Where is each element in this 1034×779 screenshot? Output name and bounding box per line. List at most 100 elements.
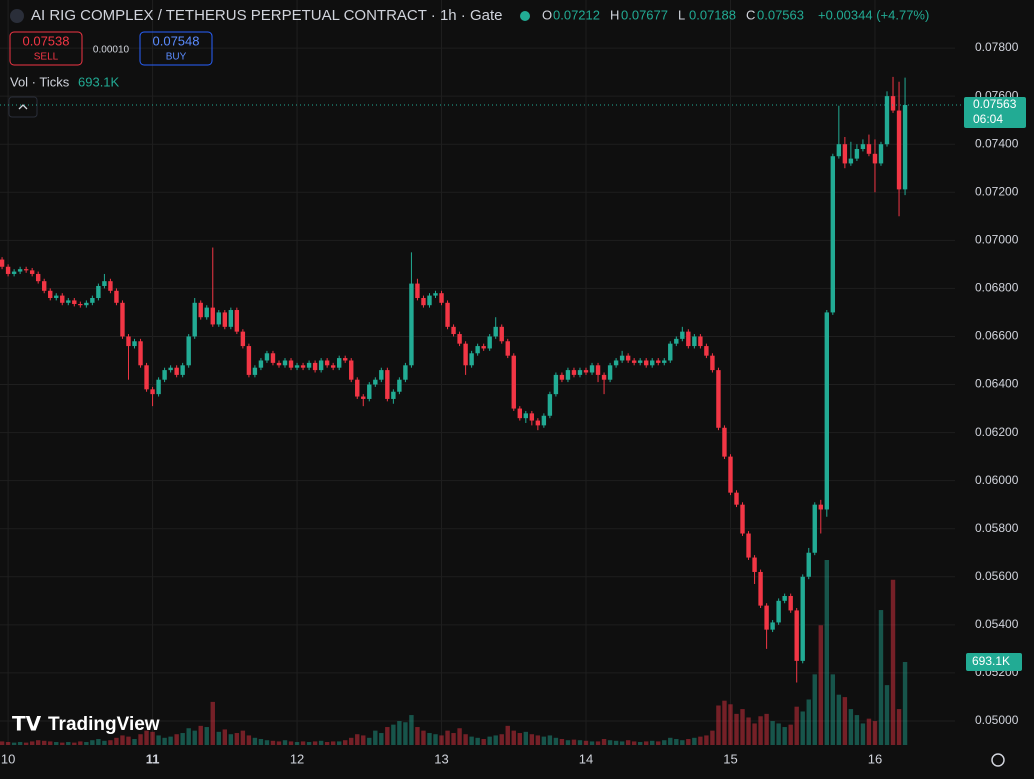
candle-body — [174, 367, 179, 375]
candle-body — [433, 293, 438, 296]
candle-body — [884, 96, 890, 145]
volume-bar — [896, 709, 902, 745]
volume-bar — [60, 742, 65, 745]
candle-body — [367, 384, 372, 399]
volume-bar — [662, 740, 667, 745]
ohlc-value: 0.07188 — [689, 7, 736, 22]
sell-price[interactable]: 0.07538 — [23, 33, 70, 48]
volume-bar — [595, 741, 601, 745]
x-tick-label: 16 — [868, 751, 882, 766]
volume-bar — [132, 739, 137, 745]
candle-body — [493, 326, 498, 337]
volume-bar — [349, 737, 354, 745]
volume-bar — [848, 709, 854, 745]
candle-body — [252, 367, 258, 375]
volume-bar — [469, 736, 474, 745]
candle-body — [5, 266, 11, 274]
candle-body — [228, 310, 234, 327]
volume-bar — [186, 728, 191, 745]
y-tick-label: 0.05600 — [975, 569, 1019, 583]
volume-bar — [499, 734, 504, 745]
volume-bar — [150, 731, 155, 745]
candle-body — [457, 334, 462, 344]
candle-body — [782, 596, 787, 601]
sell-label[interactable]: SELL — [34, 52, 59, 63]
volume-bar — [872, 721, 878, 745]
candle-body — [306, 362, 312, 368]
collapse-button[interactable] — [8, 96, 38, 118]
candle-body — [373, 379, 378, 385]
volume-bar — [210, 701, 215, 745]
candle-body — [836, 144, 842, 157]
volume-bar — [288, 741, 294, 745]
ohlc-key: H — [610, 7, 619, 22]
buy-button[interactable] — [139, 31, 213, 66]
volume-bar — [11, 742, 17, 745]
candle-body — [788, 596, 793, 611]
volume-bar — [192, 730, 197, 745]
candle-body — [222, 312, 228, 327]
y-tick-label: 0.05400 — [975, 617, 1019, 631]
candle-body — [656, 360, 661, 363]
volume-bar — [686, 739, 691, 745]
volume-bar — [84, 742, 89, 745]
buy-label[interactable]: BUY — [166, 52, 187, 63]
candle-body — [282, 360, 288, 366]
volume-bar — [812, 674, 817, 745]
volume-bar — [674, 739, 679, 745]
settings-icon[interactable] — [991, 753, 1005, 767]
candle-body — [469, 353, 474, 366]
candle-body — [258, 360, 264, 368]
candle-body — [475, 346, 480, 354]
volume-bar — [198, 725, 203, 745]
volume-bar — [300, 741, 306, 745]
candle-body — [818, 504, 823, 510]
volume-bar — [252, 737, 258, 745]
candle-body — [186, 336, 191, 366]
volume-bar — [102, 740, 107, 745]
volume-badge — [966, 653, 1022, 672]
candle-body — [138, 341, 143, 366]
y-tick-label: 0.05000 — [975, 713, 1019, 727]
x-tick-label: 13 — [434, 751, 448, 766]
candle-body — [637, 360, 643, 363]
volume-bar — [451, 733, 456, 745]
volume-bar — [740, 709, 745, 745]
volume-bar — [481, 739, 486, 745]
candle-body — [35, 273, 41, 282]
volume-bar — [800, 711, 805, 745]
candle-body — [692, 336, 697, 347]
volume-legend-value: 693.1K — [78, 74, 120, 89]
collapse-icon[interactable] — [18, 104, 28, 110]
volume-bar — [692, 737, 697, 745]
candle-body — [896, 110, 902, 190]
ohlc-value: 0.07212 — [553, 7, 600, 22]
countdown: 06:04 — [973, 112, 1003, 126]
candle-body — [577, 370, 583, 375]
candle-body — [403, 365, 408, 380]
volume-bar — [517, 733, 522, 745]
candle-body — [23, 269, 29, 271]
candle-body — [343, 358, 348, 361]
volume-bar — [270, 740, 276, 745]
volume-bar — [78, 741, 83, 745]
volume-bar — [72, 742, 77, 745]
volume-bar — [391, 724, 396, 745]
candle-body — [54, 295, 59, 298]
volume-bar — [373, 730, 378, 745]
volume-bar — [830, 674, 836, 745]
volume-bar — [613, 740, 619, 745]
buy-price[interactable]: 0.07548 — [153, 33, 200, 48]
x-tick-label: 12 — [290, 751, 304, 766]
candle-body — [288, 360, 294, 368]
volume-bar — [475, 737, 480, 745]
candle-body — [842, 144, 848, 164]
candle-body — [132, 341, 137, 347]
y-tick-label: 0.06000 — [975, 473, 1019, 487]
volume-bar — [355, 734, 360, 745]
candle-body — [264, 353, 270, 361]
sell-button[interactable] — [9, 31, 83, 66]
candle-body — [668, 343, 673, 361]
volume-bar — [96, 739, 101, 745]
volume-bar — [48, 741, 53, 745]
